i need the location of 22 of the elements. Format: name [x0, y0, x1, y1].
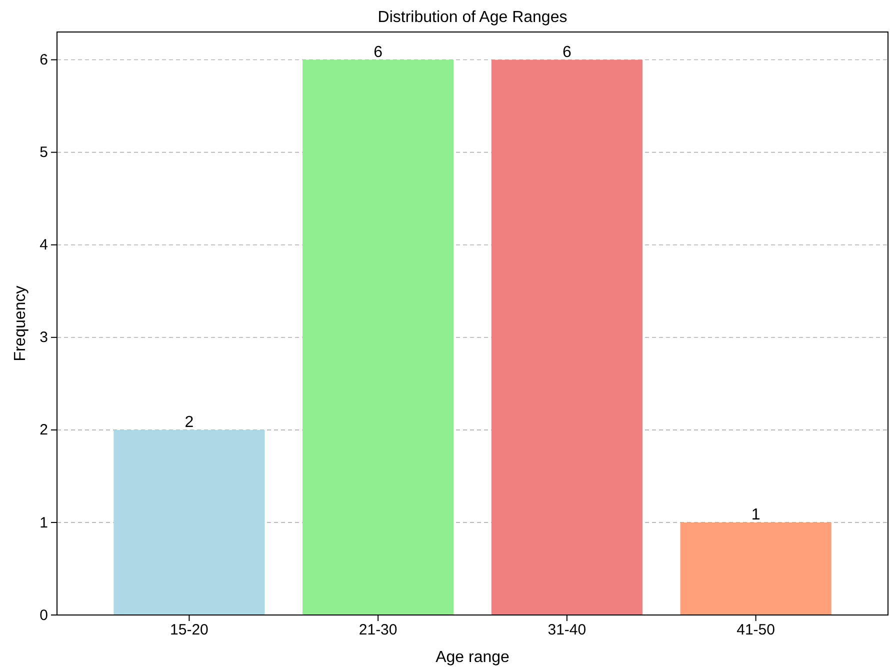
data-label: 6	[374, 44, 383, 61]
bar	[302, 60, 454, 615]
y-tick-label: 6	[40, 52, 48, 69]
y-tick-label: 0	[40, 606, 48, 624]
y-tick-label: 4	[40, 236, 48, 254]
y-tick-label: 3	[40, 329, 48, 346]
x-tick-label: 15-20	[170, 622, 208, 639]
x-tick-label: 31-40	[548, 622, 586, 639]
data-label: 1	[751, 506, 760, 524]
data-label: 6	[562, 44, 572, 61]
data-label: 2	[184, 414, 194, 431]
y-tick-label: 2	[40, 422, 48, 439]
y-axis-title: Frequency	[12, 286, 29, 362]
y-tick-label: 1	[40, 514, 48, 532]
chart-title: Distribution of Age Ranges	[378, 9, 568, 26]
bar	[491, 60, 642, 615]
x-tick-label: 21-30	[358, 622, 398, 639]
bar	[680, 522, 832, 615]
x-tick-label: 41-50	[736, 622, 775, 639]
bar	[114, 430, 265, 615]
y-tick-label: 5	[40, 144, 48, 162]
x-axis-title: Age range	[436, 649, 510, 666]
